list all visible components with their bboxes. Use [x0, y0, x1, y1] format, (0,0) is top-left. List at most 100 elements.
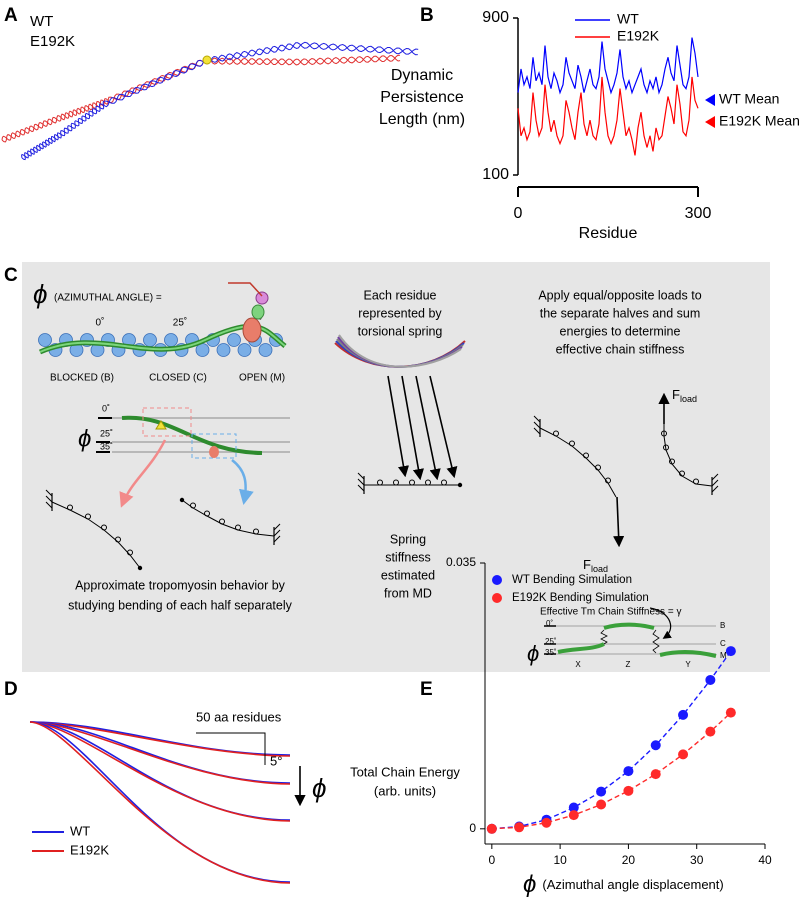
spring-coil	[393, 479, 399, 486]
force-subscript: load	[680, 394, 697, 404]
spring	[600, 629, 608, 645]
spring-coil	[425, 479, 431, 486]
actin-monomer	[216, 343, 231, 357]
data-point	[623, 785, 634, 796]
tropomyosin	[603, 622, 655, 630]
helix-strand	[1, 55, 401, 141]
arrow	[649, 607, 672, 639]
mean-marker	[705, 94, 715, 107]
x-axis-label-text: (Azimuthal angle displacement)	[542, 877, 723, 892]
anchor-hatch	[45, 501, 53, 509]
caption: estimated	[381, 568, 435, 582]
anchor-hatch	[45, 489, 53, 497]
helix-strand	[21, 42, 418, 159]
spring-coil	[219, 518, 225, 525]
legend-swatch	[492, 593, 502, 603]
selection-box	[191, 433, 237, 459]
caption: the separate halves and sum	[540, 306, 701, 320]
legend-label: E192K	[617, 28, 660, 44]
spring-coil	[663, 444, 669, 451]
spring-coil	[101, 524, 107, 531]
angle-label: 25˚	[173, 317, 187, 329]
caption: (AZIMUTHAL ANGLE) =	[54, 293, 162, 304]
myosin-head	[255, 291, 269, 305]
y-tick-label: 100	[482, 166, 509, 183]
spring-coil	[204, 510, 210, 517]
data-point	[678, 749, 689, 760]
phi-symbol: ϕ	[78, 425, 91, 452]
anchor-hatch	[711, 479, 719, 487]
angle-label: 25˚	[100, 428, 113, 438]
x-tick-label: 30	[690, 853, 704, 867]
data-point	[596, 786, 607, 797]
phi-symbol: ϕ	[33, 279, 47, 309]
caption: effective chain stiffness	[556, 342, 685, 356]
data-line	[517, 76, 699, 156]
arrow	[429, 375, 458, 479]
actin-monomer	[227, 333, 241, 347]
helix-strand	[21, 41, 419, 161]
mean-label: E192K Mean	[719, 113, 800, 129]
mutation-site	[202, 55, 212, 65]
spring-coil	[693, 478, 699, 485]
caption: stiffness	[385, 550, 431, 564]
arrow	[401, 375, 424, 481]
angle-label: 0˚	[546, 619, 553, 628]
bending-curve	[29, 721, 291, 821]
myosin-head	[209, 446, 219, 458]
actin-monomer	[164, 333, 178, 347]
force-label: Fload	[672, 387, 697, 404]
data-point	[678, 709, 689, 720]
x-axis-label: ϕ (Azimuthal angle displacement)	[523, 871, 724, 898]
data-line	[517, 37, 699, 95]
state-label: BLOCKED (B)	[50, 373, 114, 384]
arrow	[119, 439, 167, 508]
legend-swatch	[492, 575, 502, 585]
anchor-hatch	[273, 523, 281, 531]
phi-symbol: ϕ	[312, 773, 326, 803]
bending-curve	[29, 721, 291, 884]
bending-curve	[29, 721, 291, 822]
tropomyosin	[659, 650, 717, 658]
caption: Apply equal/opposite loads to	[538, 288, 701, 302]
panel-label: C	[4, 265, 18, 286]
anchor-hatch	[357, 478, 365, 486]
anchor-hatch	[45, 495, 53, 503]
spring-coil	[127, 549, 133, 556]
segment-label: Z	[626, 660, 631, 669]
legend-label: WT Bending Simulation	[512, 574, 632, 586]
mean-label: WT Mean	[719, 91, 779, 107]
helix-strand	[1, 54, 400, 143]
spring-coil	[583, 452, 589, 459]
angle-label: 0˚	[96, 317, 105, 329]
spring-coil	[679, 470, 685, 477]
panel-c: ϕ (AZIMUTHAL ANGLE) = 0˚ 25˚ 35˚ BLOCKED…	[33, 279, 727, 669]
data-point	[705, 674, 716, 685]
panel-label: E	[420, 679, 433, 700]
angle-label: 25˚	[545, 637, 557, 646]
angle-label: 35˚	[100, 441, 113, 451]
scale-bar-label: 5°	[270, 753, 282, 768]
panel-label: D	[4, 679, 18, 700]
panel-label: A	[4, 5, 18, 26]
caption: Each residue	[364, 288, 437, 302]
spring-coil	[569, 440, 575, 447]
angle-label: 35˚	[545, 648, 557, 657]
spring-coil	[85, 513, 91, 520]
data-point	[486, 823, 497, 834]
fit-line	[491, 650, 732, 830]
actin-monomer	[237, 343, 252, 357]
spring-coil	[409, 479, 415, 486]
state-letter: M	[720, 651, 727, 660]
spring-coil	[115, 536, 121, 543]
spring-coil	[553, 430, 559, 437]
state-label: OPEN (M)	[239, 373, 285, 384]
caption: from MD	[384, 586, 432, 600]
phi-symbol: ϕ	[523, 871, 536, 898]
x-axis-label: Residue	[579, 225, 638, 242]
caption: energies to determine	[560, 324, 681, 338]
legend-label: WT	[70, 823, 90, 838]
legend-label: E192K	[70, 842, 109, 857]
